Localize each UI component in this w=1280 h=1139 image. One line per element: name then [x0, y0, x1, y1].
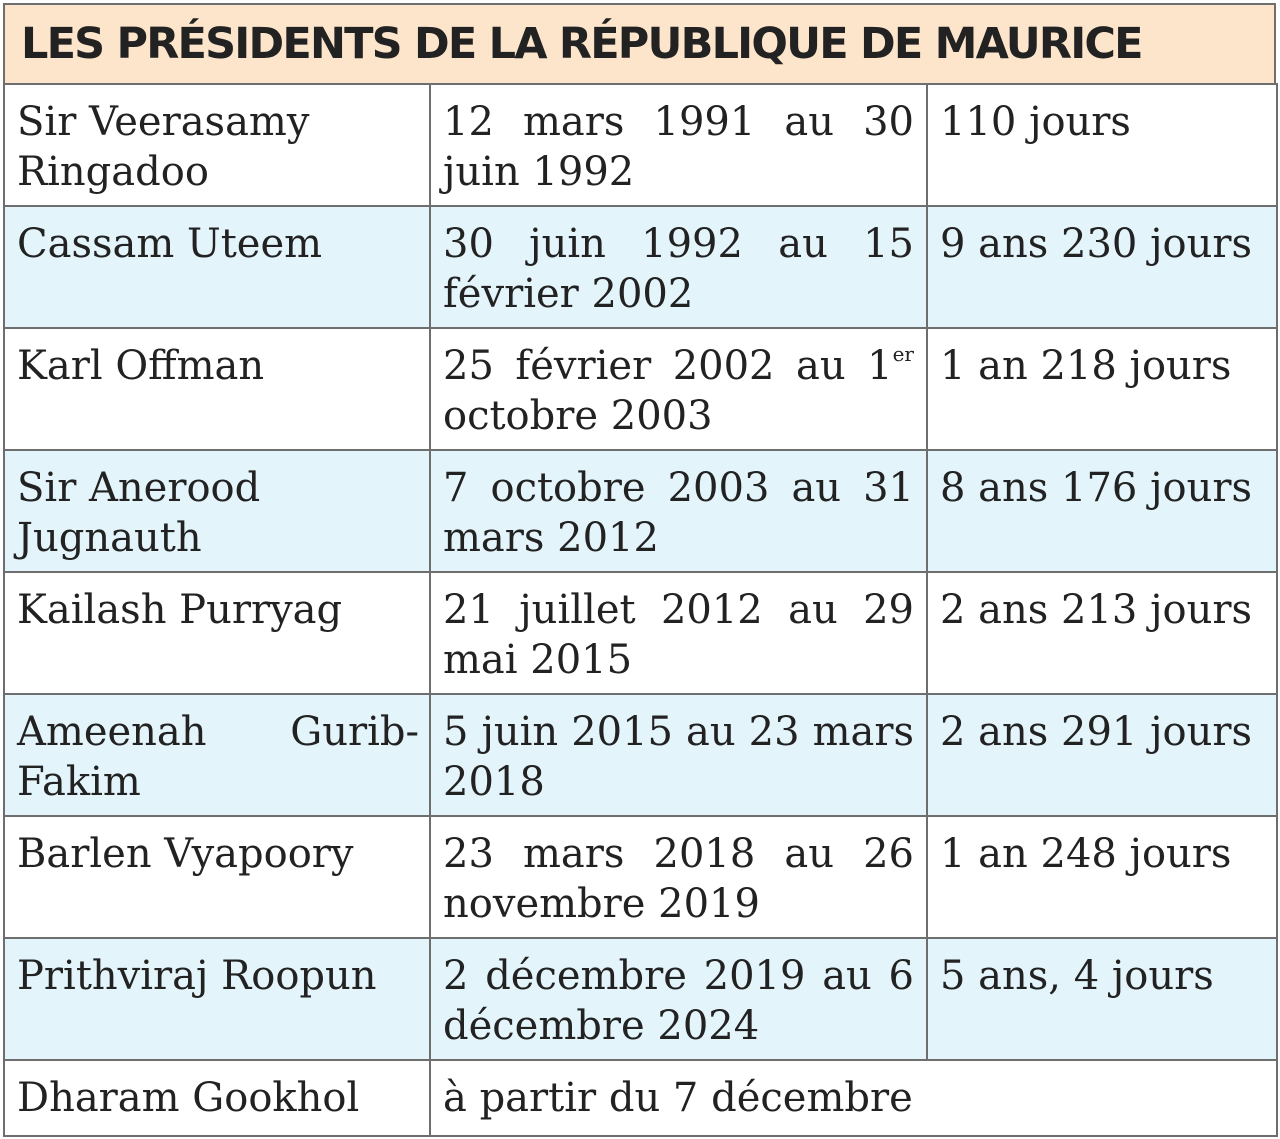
term-dates: 5 juin 2015 au 23 mars 2018: [429, 693, 928, 817]
term-duration: 2 ans 291 jours: [926, 693, 1278, 817]
term-duration: 2 ans 213 jours: [926, 571, 1278, 695]
term-duration: 1 an 218 jours: [926, 327, 1278, 451]
table-row: Ameenah Gurib-Fakim 5 juin 2015 au 23 ma…: [3, 693, 1278, 817]
term-dates: 12 mars 1991 au 30 juin 1992: [429, 83, 928, 207]
ordinal-suffix: er: [892, 342, 914, 366]
term-dates: à partir du 7 décembre: [429, 1059, 1278, 1137]
president-name: Dharam Gookhol: [3, 1059, 431, 1137]
term-duration: 8 ans 176 jours: [926, 449, 1278, 573]
president-name: Sir Veerasamy Ringadoo: [3, 83, 431, 207]
table-row: Prithviraj Roopun 2 décembre 2019 au 6 d…: [3, 937, 1278, 1061]
table-row: Cassam Uteem 30 juin 1992 au 15 février …: [3, 205, 1278, 329]
presidents-table: Sir Veerasamy Ringadoo 12 mars 1991 au 3…: [3, 83, 1278, 1137]
term-duration: 9 ans 230 jours: [926, 205, 1278, 329]
term-duration: 110 jours: [926, 83, 1278, 207]
table-row: Barlen Vyapoory 23 mars 2018 au 26 novem…: [3, 815, 1278, 939]
president-name: Sir Anerood Jugnauth: [3, 449, 431, 573]
table-row: Kailash Purryag 21 juillet 2012 au 29 ma…: [3, 571, 1278, 695]
term-dates: 21 juillet 2012 au 29 mai 2015: [429, 571, 928, 695]
table-title: LES PRÉSIDENTS DE LA RÉPUBLIQUE DE MAURI…: [3, 3, 1276, 83]
term-dates: 7 octobre 2003 au 31 mars 2012: [429, 449, 928, 573]
term-duration: 5 ans, 4 jours: [926, 937, 1278, 1061]
term-dates: 25 février 2002 au 1er octobre 2003: [429, 327, 928, 451]
president-name: Cassam Uteem: [3, 205, 431, 329]
president-name: Ameenah Gurib-Fakim: [3, 693, 431, 817]
table-row: Sir Veerasamy Ringadoo 12 mars 1991 au 3…: [3, 83, 1278, 207]
president-name: Karl Offman: [3, 327, 431, 451]
president-name: Kailash Purryag: [3, 571, 431, 695]
table-row: Sir Anerood Jugnauth 7 octobre 2003 au 3…: [3, 449, 1278, 573]
president-name: Barlen Vyapoory: [3, 815, 431, 939]
term-dates: 23 mars 2018 au 26 novembre 2019: [429, 815, 928, 939]
table-row: Dharam Gookhol à partir du 7 décembre: [3, 1059, 1278, 1137]
term-dates-part: octobre 2003: [443, 393, 713, 439]
term-duration: 1 an 248 jours: [926, 815, 1278, 939]
term-dates: 2 décembre 2019 au 6 décembre 2024: [429, 937, 928, 1061]
table-row: Karl Offman 25 février 2002 au 1er octob…: [3, 327, 1278, 451]
term-dates: 30 juin 1992 au 15 février 2002: [429, 205, 928, 329]
presidents-table-container: LES PRÉSIDENTS DE LA RÉPUBLIQUE DE MAURI…: [3, 3, 1278, 1137]
president-name: Prithviraj Roopun: [3, 937, 431, 1061]
term-dates-part: 25 février 2002 au 1: [443, 343, 893, 389]
